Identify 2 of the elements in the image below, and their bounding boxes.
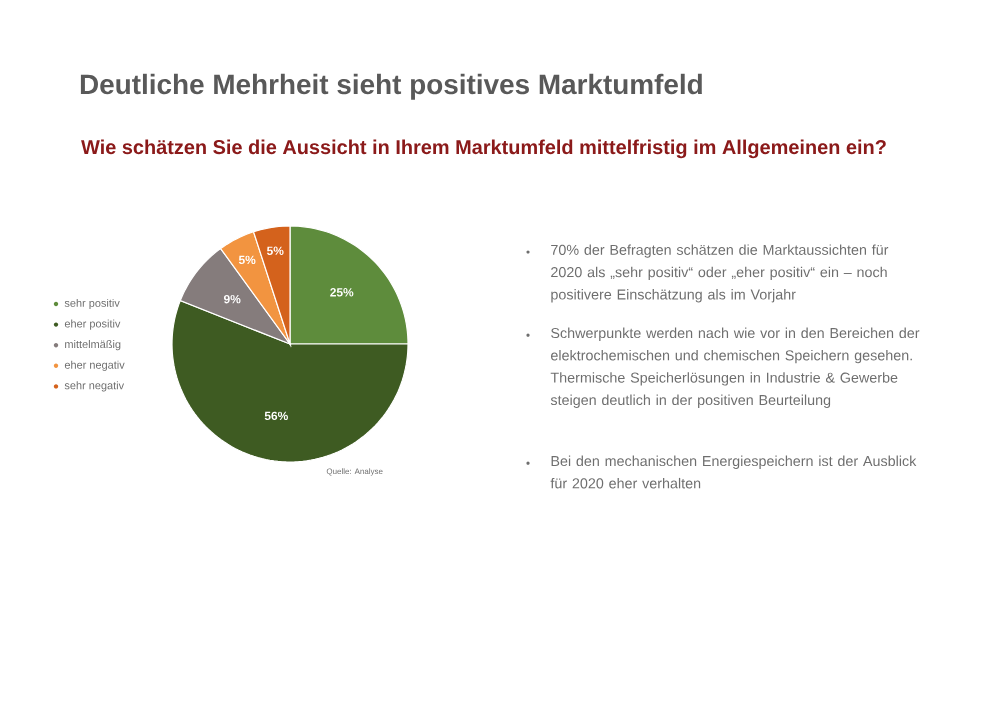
text: Wie schätzen Sie die Aussicht in Ihrem Marktumfeld mittelfristig im Allgemeinen ein? (81, 139, 886, 159)
chart-title: Deutliche Mehrheit sieht positives Marktumfeld (80, 73, 702, 100)
